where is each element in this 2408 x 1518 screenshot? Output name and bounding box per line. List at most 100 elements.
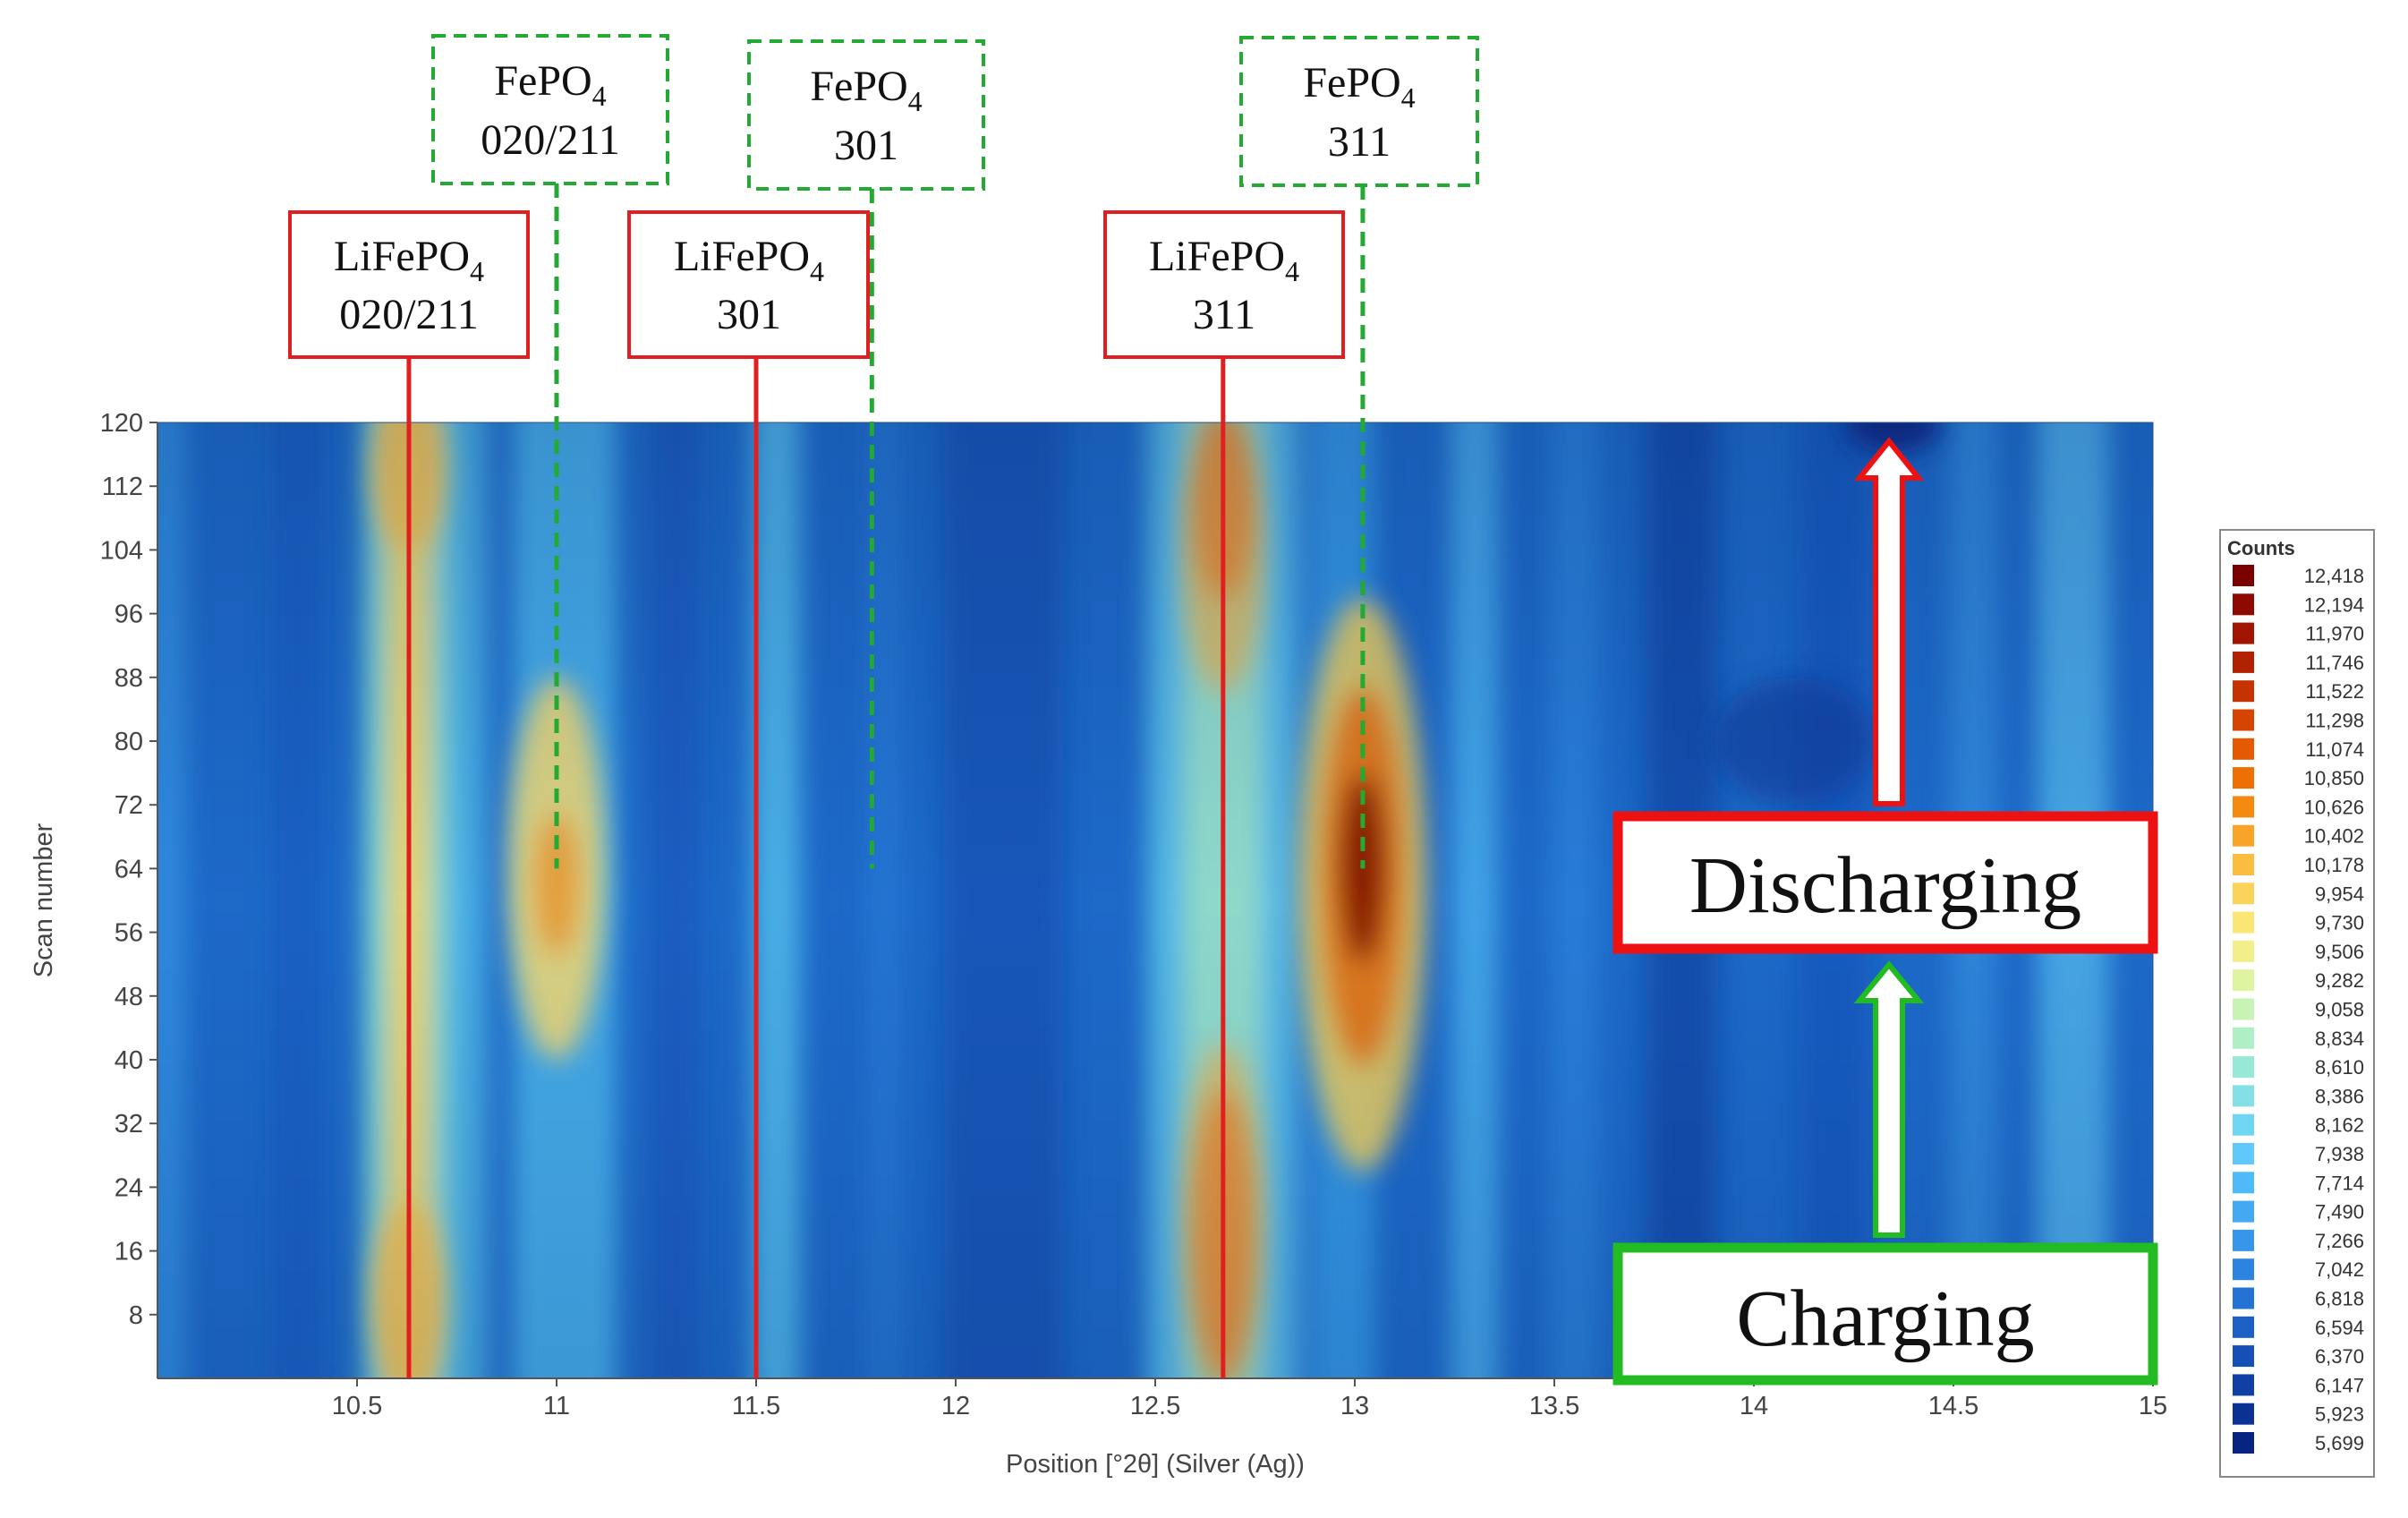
colorbar-level-label: 6,147 xyxy=(2315,1374,2364,1396)
y-tick-label: 56 xyxy=(115,919,143,948)
colorbar-swatch xyxy=(2233,883,2254,905)
colorbar-level-label: 11,970 xyxy=(2305,623,2364,645)
lifepo4-311-subscript: 4 xyxy=(1285,255,1299,287)
svg-text:FePO4: FePO4 xyxy=(1303,59,1415,114)
colorbar-swatch xyxy=(2233,998,2254,1020)
colorbar-level-label: 9,730 xyxy=(2315,912,2364,934)
colorbar-swatch xyxy=(2233,1172,2254,1194)
x-tick-label: 12.5 xyxy=(1130,1392,1180,1420)
colorbar-swatch xyxy=(2233,593,2254,616)
colorbar-swatch xyxy=(2233,1345,2254,1368)
colorbar-level-label: 11,522 xyxy=(2305,680,2364,703)
colorbar-level-label: 5,923 xyxy=(2315,1403,2364,1426)
y-axis-label: Scan number xyxy=(30,823,58,977)
y-axis: 8 16 24 32 40 48 56 64 72 80 88 96 104 112 120 xyxy=(100,409,158,1378)
y-tick-label: 40 xyxy=(115,1046,143,1075)
y-tick-label: 48 xyxy=(115,983,143,1011)
colorbar-level-label: 9,954 xyxy=(2315,883,2364,905)
colorbar-title: Counts xyxy=(2227,537,2295,559)
colorbar-legend: Counts 12,418 12,194 11,970 11,746 11,522 11,… xyxy=(2219,529,2375,1478)
lifepo4-311-box xyxy=(1103,210,1345,359)
colorbar-swatch xyxy=(2233,1143,2254,1164)
colorbar-level-label: 6,818 xyxy=(2315,1288,2364,1310)
x-tick-label: 11.5 xyxy=(732,1392,780,1420)
colorbar-level-label: 8,386 xyxy=(2315,1085,2364,1107)
lifepo4-020-211-label: LiFePO4 020/211 xyxy=(288,210,530,359)
colorbar-level-label: 8,610 xyxy=(2315,1056,2364,1079)
x-tick-label: 14 xyxy=(1740,1392,1768,1420)
y-tick-label: 24 xyxy=(115,1173,143,1202)
colorbar-swatch xyxy=(2233,940,2254,962)
colorbar-level-label: 6,370 xyxy=(2315,1345,2364,1368)
lifepo4-301-hkl: 301 xyxy=(717,291,781,338)
x-tick-label: 13 xyxy=(1340,1392,1369,1420)
colorbar-swatch xyxy=(2233,1229,2254,1251)
svg-text:LiFePO4: LiFePO4 xyxy=(1149,233,1299,287)
colorbar-swatch xyxy=(2233,709,2254,731)
discharging-text: Discharging xyxy=(1689,841,2081,930)
colorbar-level-label: 11,746 xyxy=(2305,652,2364,674)
charging-box xyxy=(1612,1242,2158,1386)
colorbar-level-label: 10,178 xyxy=(2304,854,2364,876)
y-tick-label: 72 xyxy=(115,791,143,820)
y-tick-label: 80 xyxy=(115,728,143,756)
fepo4-020-211-hkl: 020/211 xyxy=(481,116,620,164)
colorbar-level-label: 11,298 xyxy=(2305,710,2364,732)
colorbar-level-label: 7,042 xyxy=(2315,1258,2364,1281)
fepo4-311-hkl: 311 xyxy=(1328,118,1391,166)
colorbar-level-label: 7,714 xyxy=(2315,1172,2364,1194)
y-tick-label: 32 xyxy=(115,1110,143,1138)
lifepo4-020-211-box xyxy=(288,210,530,359)
lifepo4-020-211-formula: LiFePO xyxy=(334,233,470,280)
lifepo4-311-hkl: 311 xyxy=(1193,291,1255,338)
x-tick-label: 12 xyxy=(941,1392,970,1420)
colorbar-swatch xyxy=(2233,969,2254,992)
colorbar-level-label: 7,938 xyxy=(2315,1143,2364,1165)
colorbar-level-label: 10,626 xyxy=(2304,796,2364,818)
lifepo4-301-box xyxy=(627,210,870,359)
peak-labels: FePO4 020/211 FePO4 301 FePO4 311 LiFePO… xyxy=(288,34,1479,359)
colorbar-items: 12,418 12,194 11,970 11,746 11,522 11,298 11,0… xyxy=(2233,565,2364,1454)
lifepo4-311-label: LiFePO4 311 xyxy=(1103,210,1345,359)
colorbar-level-label: 9,282 xyxy=(2315,969,2364,992)
colorbar-level-label: 9,058 xyxy=(2315,999,2364,1021)
colorbar-level-label: 10,850 xyxy=(2304,767,2364,789)
x-tick-label: 13.5 xyxy=(1529,1392,1579,1420)
lifepo4-020-211-hkl: 020/211 xyxy=(339,291,479,338)
fepo4-311-subscript: 4 xyxy=(1401,81,1416,114)
x-tick-label: 10.5 xyxy=(332,1392,382,1420)
colorbar-level-label: 12,418 xyxy=(2304,565,2364,587)
fepo4-301-subscript: 4 xyxy=(908,85,923,117)
peak-lines xyxy=(406,183,1366,1378)
colorbar-swatch xyxy=(2233,1027,2254,1049)
colorbar-level-label: 6,594 xyxy=(2315,1317,2364,1339)
colorbar-swatch xyxy=(2233,1432,2254,1454)
fepo4-311-box xyxy=(1239,36,1479,187)
colorbar-level-label: 10,402 xyxy=(2304,825,2364,848)
colorbar-swatch xyxy=(2233,738,2254,760)
colorbar-level-label: 5,699 xyxy=(2315,1432,2364,1454)
process-annotation: Discharging Charging xyxy=(1612,437,2158,1386)
fepo4-020-211-subscript: 4 xyxy=(592,80,607,112)
fepo4-020-211-label: FePO4 020/211 xyxy=(431,34,669,185)
fepo4-301-box xyxy=(747,39,985,191)
colorbar-swatch xyxy=(2233,1085,2254,1107)
x-tick-label: 15 xyxy=(2139,1392,2167,1420)
y-tick-label: 88 xyxy=(115,664,143,693)
colorbar-swatch xyxy=(2233,911,2254,934)
charging-text: Charging xyxy=(1736,1275,2034,1363)
fepo4-020-211-box xyxy=(431,34,669,185)
colorbar-swatch xyxy=(2233,565,2254,586)
svg-text:LiFePO4: LiFePO4 xyxy=(334,233,484,287)
fepo4-301-formula: FePO xyxy=(810,63,907,110)
fepo4-301-label: FePO4 301 xyxy=(747,39,985,191)
svg-text:LiFePO4: LiFePO4 xyxy=(674,233,824,287)
colorbar-swatch xyxy=(2233,680,2254,703)
colorbar-swatch xyxy=(2233,1113,2254,1136)
x-axis-label: Position [°2θ] (Silver (Ag)) xyxy=(1006,1450,1305,1479)
svg-text:FePO4: FePO4 xyxy=(810,63,922,117)
lifepo4-020-211-subscript: 4 xyxy=(470,255,484,287)
colorbar-level-label: 7,266 xyxy=(2315,1230,2364,1252)
fepo4-311-formula: FePO xyxy=(1303,59,1400,107)
